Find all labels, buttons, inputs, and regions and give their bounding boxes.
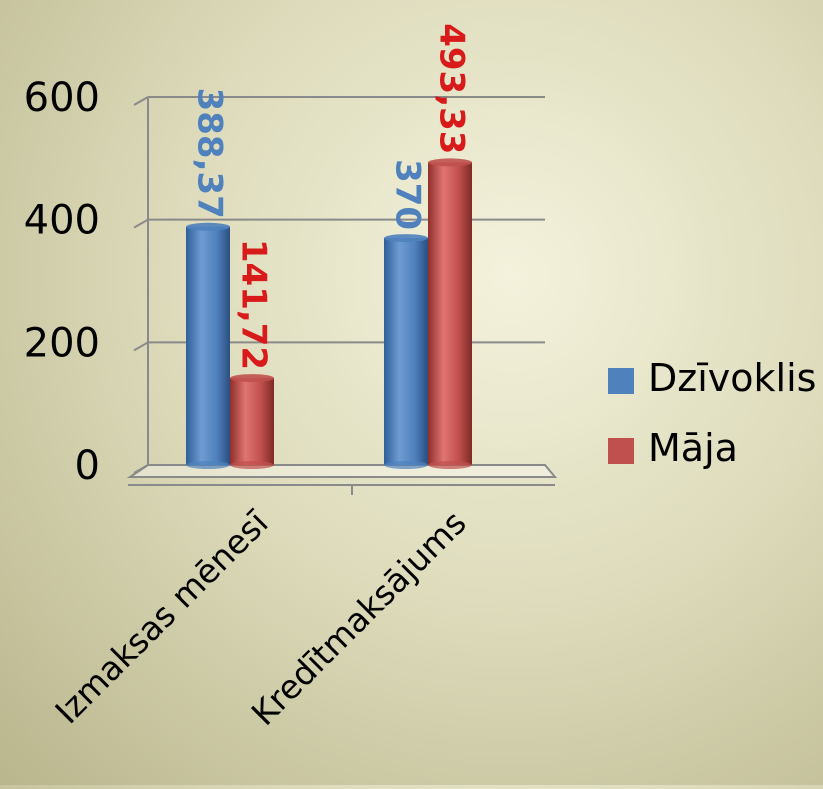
data-label: 141,72	[234, 239, 274, 370]
bar-bottom-cap	[428, 461, 472, 469]
bar-bottom-cap	[230, 461, 274, 469]
bar-maja	[230, 378, 274, 465]
data-label: 388,37	[190, 88, 230, 219]
y-tick-label: 200	[24, 320, 100, 366]
x-tick-label: Kredītmaksājums	[244, 503, 474, 733]
gridline-perspective	[133, 341, 149, 352]
data-label: 493,33	[432, 23, 472, 154]
bar-top-cap	[230, 374, 274, 383]
bar-maja	[428, 162, 472, 466]
bar-bottom-cap	[384, 461, 428, 469]
bar-dzivoklis	[384, 238, 428, 465]
bar-top-cap	[186, 222, 230, 231]
y-tick-label: 0	[75, 443, 100, 489]
legend-label: Māja	[648, 426, 738, 470]
x-tick-label: Izmaksas mēnesī	[47, 503, 276, 732]
legend-swatch	[608, 368, 634, 394]
y-tick-label: 400	[24, 198, 100, 244]
bar-top-cap	[384, 234, 428, 243]
y-tick-label: 600	[24, 75, 100, 121]
data-label: 370	[388, 159, 428, 230]
bar-bottom-cap	[186, 461, 230, 469]
legend: Dzīvoklis Māja	[608, 356, 816, 470]
gridline-perspective	[133, 218, 149, 229]
gridline-perspective	[133, 96, 149, 106]
bar-top-cap	[428, 158, 472, 167]
bar-dzivoklis	[186, 226, 230, 465]
bars	[186, 158, 472, 469]
legend-swatch	[608, 438, 634, 464]
legend-label: Dzīvoklis	[648, 356, 816, 400]
